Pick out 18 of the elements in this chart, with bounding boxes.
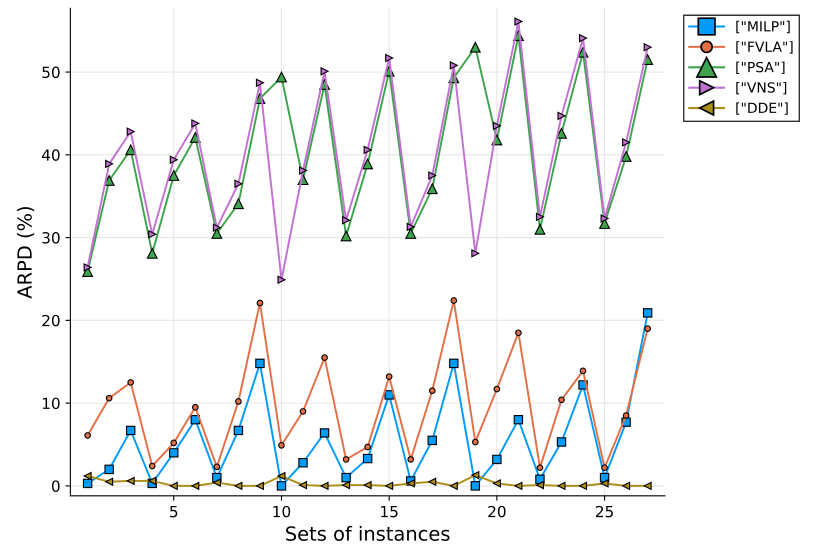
y-tick-label: 20 [42,314,60,326]
legend-label: ["PSA"] [736,62,784,74]
y-tick-label: 50 [42,66,60,78]
x-tick-label: 10 [273,506,290,518]
legend-label: ["FVLA"] [736,41,793,54]
y-tick-label: 40 [42,149,60,161]
x-tick-label: 15 [381,506,398,518]
y-tick-label: 30 [42,232,60,244]
x-tick-label: 20 [488,506,506,518]
y-tick-label: 10 [42,398,60,410]
y-tick-label: 0 [52,480,60,492]
y-axis-title: ARPD (%) [16,207,34,299]
x-axis-title: Sets of instances [286,526,450,541]
legend-label: ["VNS"] [736,82,786,94]
x-tick-label: 5 [170,506,178,518]
legend-label: ["MILP"] [736,20,790,34]
legend-label: ["DDE"] [736,102,788,115]
x-tick-label: 25 [596,506,613,518]
